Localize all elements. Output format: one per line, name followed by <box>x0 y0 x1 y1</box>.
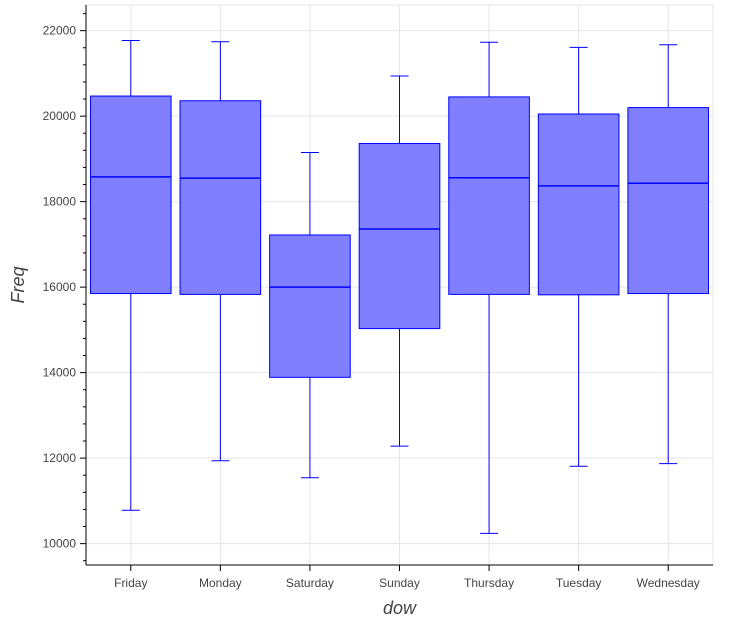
box-thursday <box>448 41 530 534</box>
box-tuesday <box>537 46 620 467</box>
x-tick-label: Sunday <box>379 576 420 590</box>
y-tick-label: 20000 <box>43 109 77 123</box>
x-tick-label: Thursday <box>464 576 514 590</box>
box-body <box>179 100 262 295</box>
box-body <box>448 96 530 295</box>
y-tick-label: 12000 <box>43 451 77 465</box>
y-tick-label: 18000 <box>43 195 77 209</box>
box-wednesday <box>627 44 710 465</box>
y-tick-label: 14000 <box>43 366 77 380</box>
x-axis-title: dow <box>383 598 417 618</box>
box-body <box>89 95 172 295</box>
y-tick-label: 16000 <box>43 280 77 294</box>
x-tick-label: Friday <box>114 576 147 590</box>
box-layer <box>89 39 710 534</box>
box-saturday <box>269 151 351 479</box>
box-monday <box>179 41 262 462</box>
x-tick-label: Wednesday <box>637 576 700 590</box>
axis-layer: 10000 12000 14000 16000 18000 20000 22000 Frida… <box>43 5 713 590</box>
y-tick-label: 22000 <box>43 24 77 38</box>
x-tick-label: Tuesday <box>556 576 602 590</box>
box-body <box>269 234 351 378</box>
box-friday <box>89 39 172 511</box>
y-tick-label: 10000 <box>43 537 77 551</box>
box-body <box>358 143 441 330</box>
y-axis-title: Freq <box>8 266 28 303</box>
x-tick-label: Saturday <box>286 576 334 590</box>
box-sunday <box>358 75 441 447</box>
x-tick-label: Monday <box>199 576 242 590</box>
box-body <box>627 107 710 295</box>
box-body <box>537 113 620 296</box>
